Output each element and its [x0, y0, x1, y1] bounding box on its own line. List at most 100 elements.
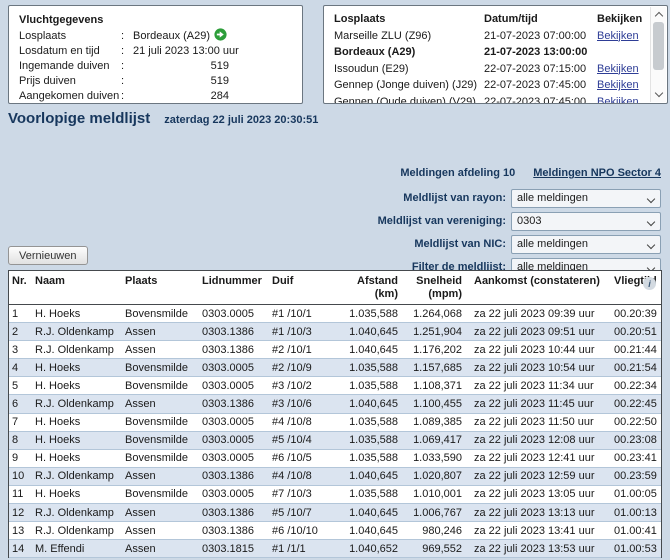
cell-duif: #1 /1/1 — [272, 542, 306, 555]
cell-afstand: 1.035,588 — [349, 434, 398, 447]
cell-afstand: 1.040,645 — [349, 470, 398, 483]
cell-lidnummer: 0303.1815 — [202, 542, 254, 555]
table-row: 14 M. Effendi Assen 0303.1815 #1 /1/1 1.… — [9, 540, 661, 559]
cell-duif: #7 /10/3 — [272, 488, 312, 501]
table-row: 8 H. Hoeks Bovensmilde 0303.0005 #5 /10/… — [9, 431, 661, 450]
cell-aankomst: za 22 juli 2023 10:44 uur — [474, 343, 595, 356]
cell-snelheid: 1.020,807 — [413, 470, 462, 483]
cell-nr: 1 — [12, 307, 19, 320]
vereniging-select[interactable]: 0303 — [511, 211, 661, 231]
ingemande-value: 519 — [210, 59, 229, 72]
table-row: 11 H. Hoeks Bovensmilde 0303.0005 #7 /10… — [9, 486, 661, 505]
cell-plaats: Assen — [125, 524, 156, 537]
table-row: 4 H. Hoeks Bovensmilde 0303.0005 #2 /10/… — [9, 359, 661, 378]
cell-afstand: 1.040,645 — [349, 398, 398, 411]
cell-snelheid: 1.010,001 — [413, 488, 462, 501]
cell-lidnummer: 0303.1386 — [202, 398, 254, 411]
race-losplaats: Issoudun (E29) — [334, 62, 409, 75]
cell-aankomst: za 22 juli 2023 09:39 uur — [474, 307, 595, 320]
table-row: 1 H. Hoeks Bovensmilde 0303.0005 #1 /10/… — [9, 305, 661, 324]
cell-nr: 3 — [12, 343, 19, 356]
cell-afstand: 1.040,645 — [349, 343, 398, 356]
cell-afstand: 1.035,588 — [349, 488, 398, 501]
cell-nr: 12 — [12, 506, 25, 519]
bekijken-link[interactable]: Bekijken — [597, 62, 639, 75]
nic-select[interactable]: alle meldingen — [511, 234, 661, 254]
race-row: Marseille ZLU (Z96) 21-07-2023 07:00:00 … — [334, 28, 667, 45]
bekijken-link[interactable]: Bekijken — [597, 79, 639, 92]
cell-aankomst: za 22 juli 2023 13:13 uur — [474, 506, 595, 519]
bekijken-link[interactable]: Bekijken — [597, 95, 639, 104]
cell-plaats: Bovensmilde — [125, 434, 188, 447]
scroll-down-icon[interactable] — [651, 88, 666, 101]
table-row: 3 R.J. Oldenkamp Assen 0303.1386 #2 /10/… — [9, 341, 661, 360]
cell-nr: 7 — [12, 416, 19, 429]
cell-lidnummer: 0303.1386 — [202, 524, 254, 537]
cell-duif: #3 /10/2 — [272, 379, 312, 392]
cell-snelheid: 1.006,767 — [413, 506, 462, 519]
cell-vliegtijd: 01.00:41 — [614, 524, 657, 537]
table-row: 12 R.J. Oldenkamp Assen 0303.1386 #5 /10… — [9, 504, 661, 523]
cell-vliegtijd: 01.00:13 — [614, 506, 657, 519]
bekijken-link[interactable]: Bekijken — [597, 29, 639, 42]
cell-aankomst: za 22 juli 2023 13:53 uur — [474, 542, 595, 555]
cell-aankomst: za 22 juli 2023 12:41 uur — [474, 452, 595, 465]
cell-vliegtijd: 00.23:59 — [614, 470, 657, 483]
cell-plaats: Assen — [125, 343, 156, 356]
cell-afstand: 1.040,645 — [349, 524, 398, 537]
race-losplaats: Gennep (Jonge duiven) (J29) — [334, 79, 478, 92]
cell-lidnummer: 0303.0005 — [202, 379, 254, 392]
cell-nr: 13 — [12, 524, 25, 537]
cell-aankomst: za 22 juli 2023 13:41 uur — [474, 524, 595, 537]
cell-vliegtijd: 01.00:05 — [614, 488, 657, 501]
table-row: 5 H. Hoeks Bovensmilde 0303.0005 #3 /10/… — [9, 377, 661, 396]
scroll-up-icon[interactable] — [651, 8, 666, 21]
header-aankomst: Aankomst (constateren) — [474, 275, 600, 287]
cell-plaats: Bovensmilde — [125, 361, 188, 374]
table-row: 9 H. Hoeks Bovensmilde 0303.0005 #6 /10/… — [9, 450, 661, 468]
cell-plaats: Bovensmilde — [125, 416, 188, 429]
page-title: Voorlopige meldlijst — [8, 110, 151, 127]
cell-afstand: 1.035,588 — [349, 361, 398, 374]
cell-vliegtijd: 01.00:53 — [614, 542, 657, 555]
cell-lidnummer: 0303.0005 — [202, 434, 254, 447]
races-scrollbar[interactable] — [650, 7, 666, 102]
filter-row: Meldlijst van NIC: alle meldingen — [301, 234, 661, 254]
cell-duif: #5 /10/4 — [272, 434, 312, 447]
cell-vliegtijd: 00.20:39 — [614, 307, 657, 320]
cell-nr: 10 — [12, 470, 25, 483]
go-arrow-icon[interactable] — [214, 28, 227, 44]
cell-naam: R.J. Oldenkamp — [35, 524, 114, 537]
cell-plaats: Assen — [125, 542, 156, 555]
meldingen-row: Meldingen afdeling 10 Meldingen NPO Sect… — [301, 165, 661, 181]
refresh-button[interactable]: Vernieuwen — [8, 246, 88, 265]
cell-snelheid: 1.157,685 — [413, 361, 462, 374]
cell-vliegtijd: 00.22:45 — [614, 398, 657, 411]
flight-info-title: Vluchtgegevens — [19, 14, 104, 26]
cell-snelheid: 1.100,455 — [413, 398, 462, 411]
losdatum-value: 21 juli 2023 13:00 uur — [133, 44, 239, 57]
races-header-losplaats: Losplaats — [334, 13, 386, 26]
meldingen-sector-link[interactable]: Meldingen NPO Sector 4 — [533, 167, 661, 179]
race-row-selected: Bordeaux (A29) 21-07-2023 13:00:00 — [334, 44, 667, 61]
cell-plaats: Assen — [125, 506, 156, 519]
cell-naam: R.J. Oldenkamp — [35, 470, 114, 483]
cell-naam: M. Effendi — [35, 542, 85, 555]
races-header-datumtijd: Datum/tijd — [484, 13, 538, 26]
cell-duif: #1 /10/3 — [272, 325, 312, 338]
cell-naam: H. Hoeks — [35, 488, 81, 501]
scrollbar-thumb[interactable] — [653, 22, 664, 70]
cell-afstand: 1.040,645 — [349, 325, 398, 338]
rayon-select[interactable]: alle meldingen — [511, 188, 661, 208]
page-timestamp: zaterdag 22 juli 2023 20:30:51 — [164, 114, 319, 126]
cell-lidnummer: 0303.0005 — [202, 307, 254, 320]
cell-duif: #4 /10/8 — [272, 470, 312, 483]
cell-lidnummer: 0303.0005 — [202, 416, 254, 429]
cell-aankomst: za 22 juli 2023 10:54 uur — [474, 361, 595, 374]
cell-naam: H. Hoeks — [35, 361, 81, 374]
prijs-value: 519 — [210, 75, 229, 88]
info-icon[interactable]: i — [643, 277, 656, 290]
meldingen-afdeling-link[interactable]: Meldingen afdeling 10 — [400, 167, 516, 179]
cell-snelheid: 1.033,590 — [413, 452, 462, 465]
results-table: Nr. Naam Plaats Lidnummer Duif Afstand (… — [8, 270, 662, 559]
